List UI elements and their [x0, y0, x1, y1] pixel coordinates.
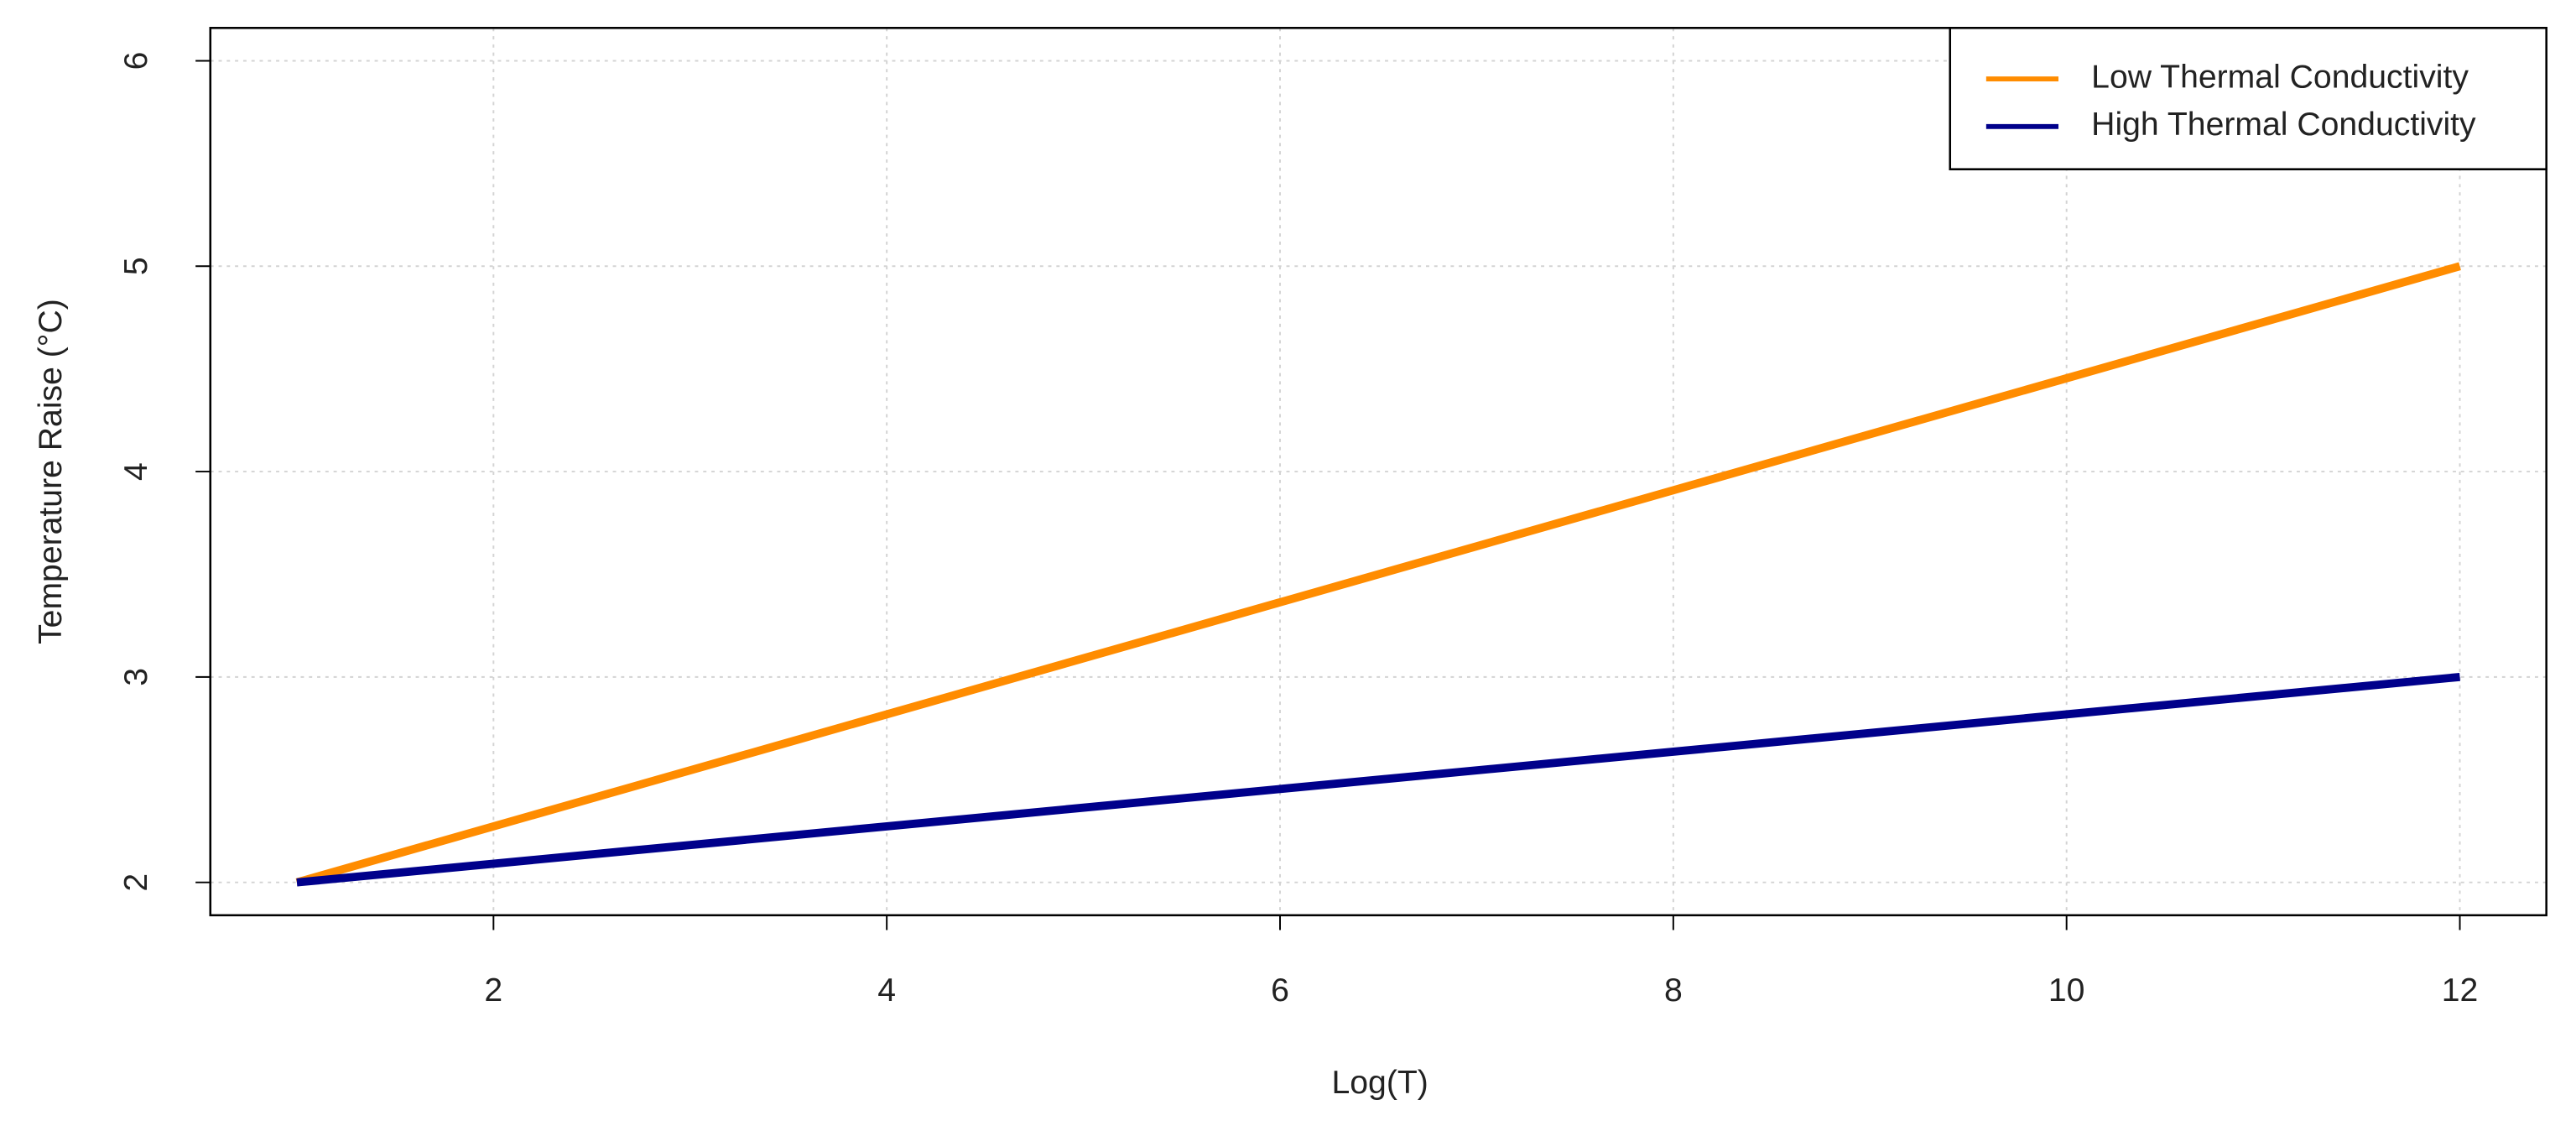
y-axis-label: Temperature Raise (°C)	[33, 299, 69, 644]
y-tick-label: 2	[118, 873, 154, 892]
x-tick-label: 4	[877, 972, 896, 1009]
legend-box	[1949, 27, 2547, 170]
plot-frame	[209, 27, 2547, 917]
y-tick-label: 6	[118, 52, 154, 70]
x-tick-label: 2	[484, 972, 502, 1009]
x-tick-label: 10	[2048, 972, 2085, 1009]
series-line	[295, 262, 2461, 887]
x-axis-label: Log(T)	[1332, 1065, 1429, 1101]
legend-label: High Thermal Conductivity	[2091, 107, 2476, 143]
series-line	[296, 673, 2460, 887]
y-tick-label: 5	[118, 257, 154, 275]
x-tick-label: 6	[1271, 972, 1289, 1009]
legend-label: Low Thermal Conductivity	[2091, 59, 2469, 95]
y-tick-label: 3	[118, 668, 154, 686]
x-tick-label: 12	[2442, 972, 2479, 1009]
y-tick-label: 4	[118, 462, 154, 481]
x-tick-label: 8	[1664, 972, 1683, 1009]
